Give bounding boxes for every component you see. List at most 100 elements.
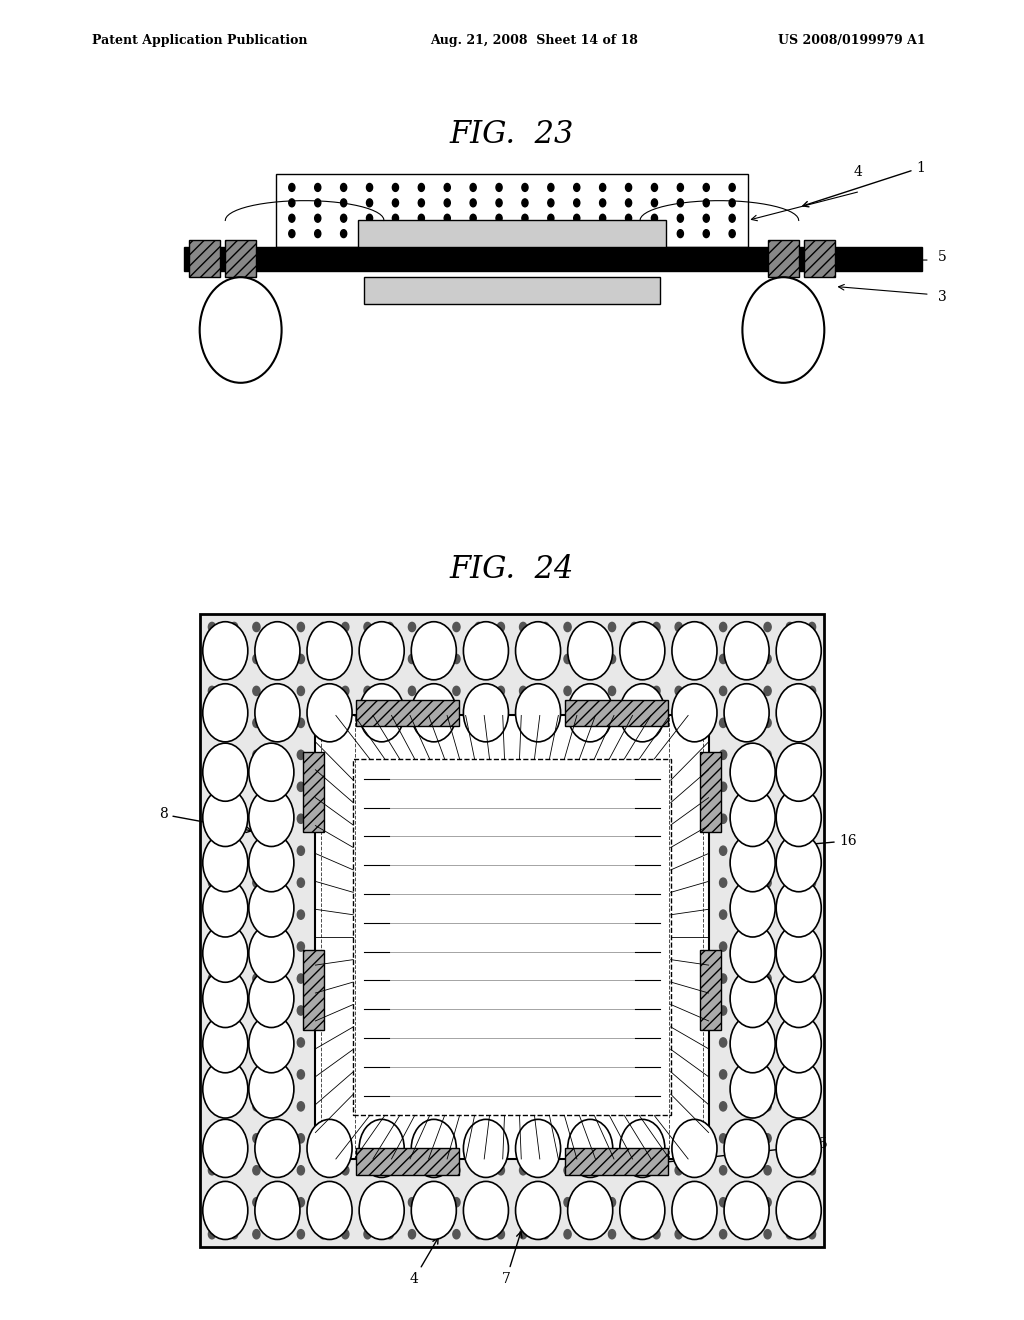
Circle shape	[720, 718, 727, 727]
Bar	[565, 700, 668, 726]
Circle shape	[431, 1166, 438, 1175]
Circle shape	[249, 1015, 294, 1073]
Circle shape	[730, 834, 775, 892]
Circle shape	[764, 718, 771, 727]
Circle shape	[230, 1197, 238, 1206]
Circle shape	[367, 183, 373, 191]
Circle shape	[418, 230, 424, 238]
Circle shape	[764, 655, 771, 664]
Circle shape	[253, 623, 260, 632]
Circle shape	[809, 718, 815, 727]
Circle shape	[496, 230, 502, 238]
Circle shape	[764, 878, 771, 887]
Circle shape	[573, 183, 580, 191]
Circle shape	[275, 974, 283, 983]
Circle shape	[631, 1166, 638, 1175]
Circle shape	[730, 969, 775, 1027]
Circle shape	[724, 1181, 769, 1239]
Circle shape	[342, 1166, 349, 1175]
Circle shape	[675, 655, 682, 664]
Circle shape	[209, 1166, 216, 1175]
Circle shape	[697, 1197, 705, 1206]
Circle shape	[809, 909, 815, 919]
Circle shape	[275, 1166, 283, 1175]
Circle shape	[809, 783, 815, 792]
Circle shape	[412, 684, 457, 742]
Text: 16: 16	[808, 834, 857, 847]
Circle shape	[431, 686, 438, 696]
Circle shape	[703, 199, 710, 207]
Circle shape	[703, 230, 710, 238]
Circle shape	[275, 718, 283, 727]
Circle shape	[720, 623, 727, 632]
Circle shape	[631, 686, 638, 696]
Circle shape	[209, 1102, 216, 1111]
Circle shape	[764, 1102, 771, 1111]
Circle shape	[741, 974, 749, 983]
Circle shape	[209, 1069, 216, 1078]
Circle shape	[764, 846, 771, 855]
Circle shape	[364, 1166, 371, 1175]
Circle shape	[741, 783, 749, 792]
Circle shape	[741, 1006, 749, 1015]
Circle shape	[230, 1069, 238, 1078]
Circle shape	[548, 183, 554, 191]
Circle shape	[253, 1197, 260, 1206]
Circle shape	[496, 183, 502, 191]
Text: US 2008/0199979 A1: US 2008/0199979 A1	[778, 34, 926, 48]
Circle shape	[409, 686, 416, 696]
Circle shape	[253, 750, 260, 759]
Circle shape	[567, 1119, 612, 1177]
Circle shape	[364, 623, 371, 632]
Circle shape	[386, 623, 393, 632]
Circle shape	[275, 1102, 283, 1111]
Circle shape	[249, 834, 294, 892]
Circle shape	[275, 1134, 283, 1143]
Circle shape	[522, 199, 528, 207]
Circle shape	[203, 969, 248, 1027]
Circle shape	[209, 878, 216, 887]
Circle shape	[314, 199, 321, 207]
Circle shape	[786, 814, 794, 824]
Circle shape	[453, 686, 460, 696]
Circle shape	[230, 655, 238, 664]
Circle shape	[697, 1166, 705, 1175]
Circle shape	[319, 1230, 327, 1238]
Text: FIG.  23: FIG. 23	[450, 119, 574, 149]
Circle shape	[720, 846, 727, 855]
Circle shape	[608, 1230, 615, 1238]
Circle shape	[764, 814, 771, 824]
Circle shape	[209, 846, 216, 855]
Circle shape	[275, 686, 283, 696]
Circle shape	[289, 183, 295, 191]
Circle shape	[253, 1230, 260, 1238]
Circle shape	[697, 655, 705, 664]
Circle shape	[307, 684, 352, 742]
Circle shape	[741, 1230, 749, 1238]
Circle shape	[249, 1060, 294, 1118]
Circle shape	[209, 686, 216, 696]
Circle shape	[230, 846, 238, 855]
Circle shape	[730, 924, 775, 982]
Circle shape	[720, 1038, 727, 1047]
Circle shape	[697, 623, 705, 632]
Circle shape	[608, 623, 615, 632]
Circle shape	[515, 684, 560, 742]
Circle shape	[418, 214, 424, 222]
Circle shape	[386, 1230, 393, 1238]
Circle shape	[230, 974, 238, 983]
Circle shape	[209, 1230, 216, 1238]
Circle shape	[409, 623, 416, 632]
Circle shape	[342, 1230, 349, 1238]
Circle shape	[741, 1134, 749, 1143]
Circle shape	[319, 655, 327, 664]
Circle shape	[677, 214, 683, 222]
Circle shape	[809, 750, 815, 759]
Circle shape	[453, 1230, 460, 1238]
Circle shape	[786, 942, 794, 952]
Circle shape	[498, 1230, 505, 1238]
Circle shape	[297, 1006, 304, 1015]
Text: 4: 4	[410, 1238, 438, 1286]
Circle shape	[567, 622, 612, 680]
Circle shape	[741, 718, 749, 727]
